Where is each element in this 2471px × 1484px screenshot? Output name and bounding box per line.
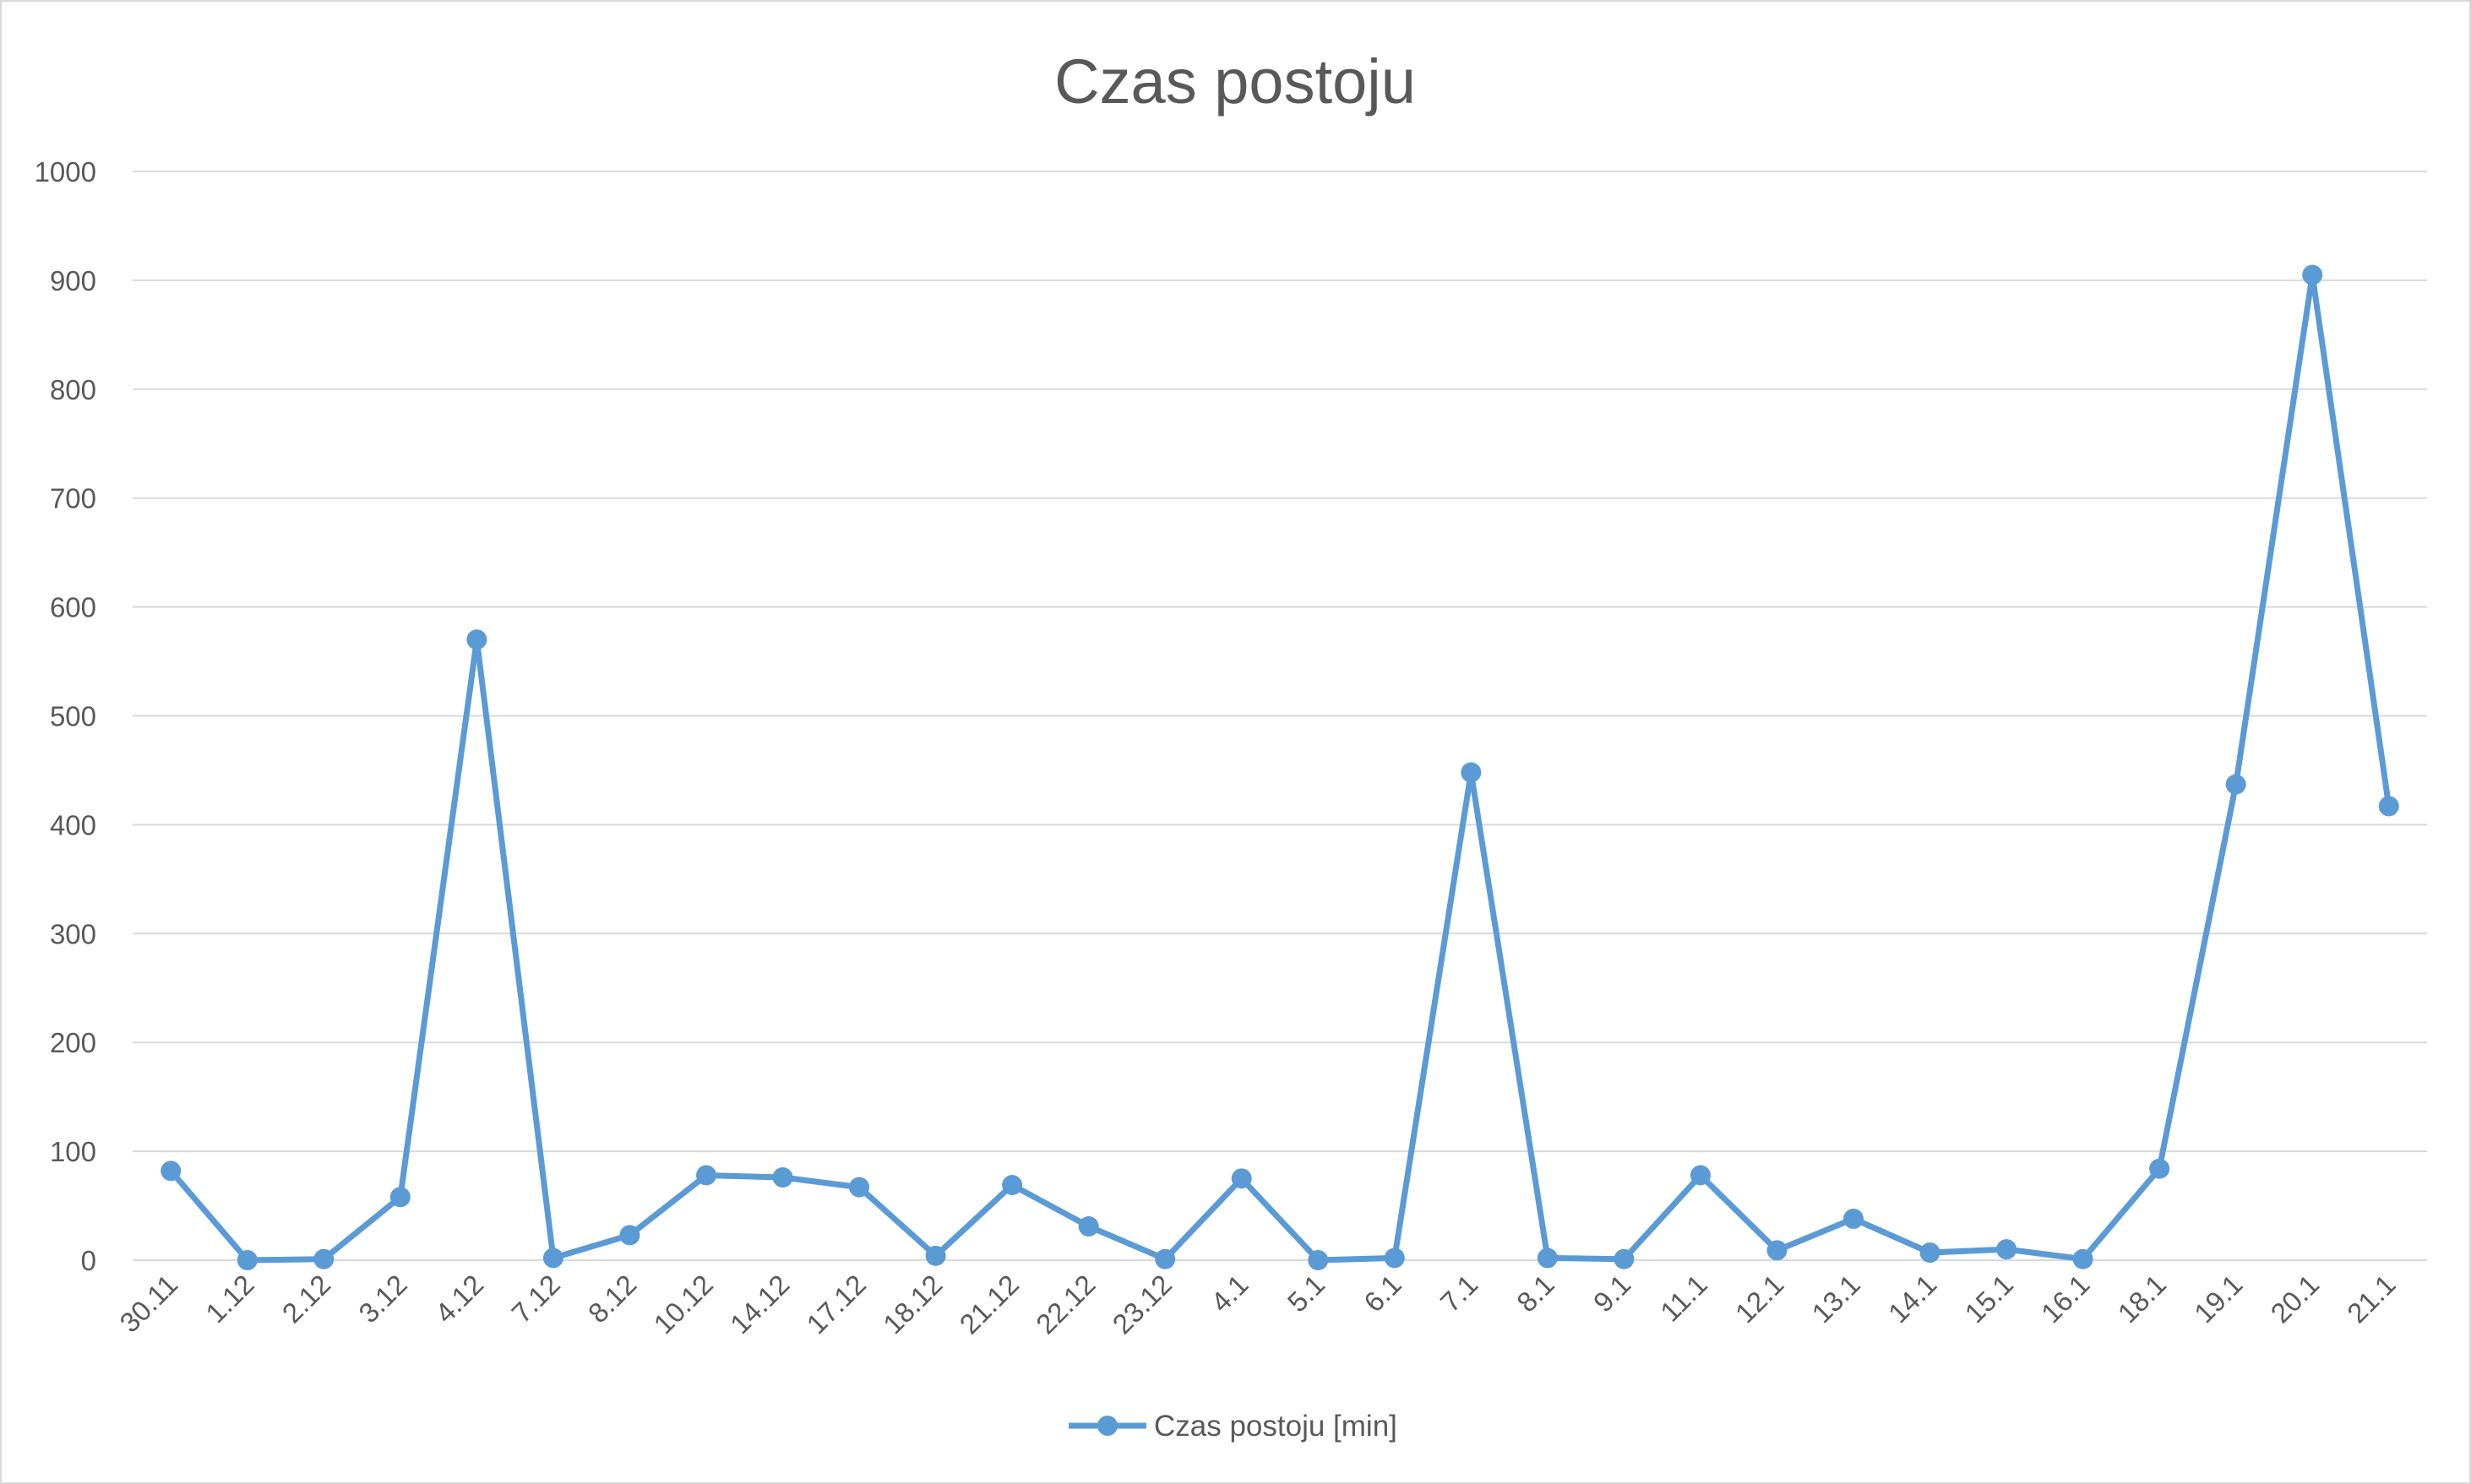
y-axis-ticks: 0 100 200 300 400 500 600 700 800 900 1000 <box>35 156 96 1276</box>
data-point <box>1461 762 1482 783</box>
data-point <box>2378 796 2399 817</box>
x-tick-label: 4.1 <box>1205 1269 1255 1318</box>
x-tick-label: 19.1 <box>2188 1269 2249 1329</box>
data-point <box>1766 1240 1788 1261</box>
x-tick-label: 30.11 <box>113 1269 183 1339</box>
x-tick-label: 15.1 <box>1958 1269 2019 1329</box>
data-point <box>2302 264 2323 285</box>
y-tick-label: 600 <box>50 592 96 623</box>
data-point <box>2072 1248 2093 1269</box>
x-tick-label: 1.12 <box>199 1269 260 1329</box>
x-tick-label: 14.1 <box>1882 1269 1943 1329</box>
x-tick-label: 16.1 <box>2035 1269 2096 1329</box>
data-point <box>1384 1248 1405 1269</box>
data-point <box>1843 1209 1864 1230</box>
y-tick-label: 300 <box>50 918 96 949</box>
legend-label: Czas postoju [min] <box>1154 1410 1397 1443</box>
data-point <box>1078 1216 1099 1237</box>
data-point <box>466 629 487 650</box>
y-tick-label: 100 <box>50 1136 96 1167</box>
data-point <box>1996 1239 2017 1260</box>
data-point <box>237 1250 258 1270</box>
data-point <box>1690 1165 1711 1186</box>
x-tick-label: 14.12 <box>724 1269 796 1340</box>
x-tick-label: 22.12 <box>1030 1269 1102 1340</box>
x-axis-ticks: 30.11 1.12 2.12 3.12 4.12 7.12 8.12 10.12 14.12 1… <box>113 1269 2401 1340</box>
x-tick-label: 10.12 <box>647 1269 719 1340</box>
x-tick-label: 21.1 <box>2341 1269 2402 1329</box>
legend: Czas postoju [min] <box>1069 1410 1397 1443</box>
data-point <box>1308 1250 1329 1270</box>
gridlines <box>133 171 2427 1261</box>
x-tick-label: 17.12 <box>800 1269 872 1340</box>
y-tick-label: 1000 <box>35 156 96 188</box>
data-point <box>619 1225 640 1246</box>
x-tick-label: 6.1 <box>1358 1269 1407 1318</box>
data-point <box>772 1167 793 1188</box>
x-tick-label: 8.1 <box>1510 1269 1560 1318</box>
data-point <box>542 1248 563 1269</box>
y-tick-label: 900 <box>50 265 96 296</box>
y-tick-label: 500 <box>50 701 96 732</box>
data-point <box>2225 774 2246 795</box>
data-point <box>696 1165 716 1186</box>
data-point <box>1919 1242 1940 1263</box>
chart-title: Czas postoju <box>1054 46 1416 117</box>
x-tick-label: 8.12 <box>582 1269 643 1329</box>
data-point <box>1537 1248 1558 1269</box>
y-tick-label: 700 <box>50 483 96 514</box>
data-point <box>849 1177 870 1198</box>
x-tick-label: 12.1 <box>1729 1269 1790 1329</box>
data-point <box>389 1187 411 1208</box>
data-point <box>1002 1175 1023 1196</box>
series-layer <box>161 264 2399 1270</box>
data-point <box>2149 1158 2170 1179</box>
data-point <box>925 1245 946 1266</box>
x-tick-label: 4.12 <box>429 1269 490 1329</box>
x-tick-label: 20.1 <box>2265 1269 2326 1329</box>
x-tick-label: 23.12 <box>1107 1269 1178 1340</box>
data-point <box>161 1161 182 1182</box>
data-point <box>1614 1248 1635 1269</box>
series-line <box>167 272 2392 1264</box>
x-tick-label: 18.12 <box>877 1269 949 1340</box>
x-tick-label: 13.1 <box>1805 1269 1866 1329</box>
x-tick-label: 7.12 <box>505 1269 566 1329</box>
x-tick-label: 18.1 <box>2111 1269 2172 1329</box>
x-tick-label: 9.1 <box>1587 1269 1637 1318</box>
y-tick-label: 0 <box>81 1245 96 1276</box>
data-point <box>1231 1168 1252 1189</box>
x-tick-label: 2.12 <box>276 1269 337 1329</box>
legend-point-marker <box>1097 1416 1118 1436</box>
data-point <box>313 1248 335 1269</box>
y-tick-label: 400 <box>50 809 96 840</box>
y-tick-label: 800 <box>50 374 96 405</box>
x-tick-label: 3.12 <box>352 1269 413 1329</box>
y-tick-label: 200 <box>50 1027 96 1058</box>
data-point <box>1155 1248 1176 1269</box>
x-tick-label: 7.1 <box>1434 1269 1484 1318</box>
x-tick-label: 5.1 <box>1282 1269 1331 1318</box>
x-tick-label: 21.12 <box>954 1269 1026 1340</box>
x-tick-label: 11.1 <box>1654 1269 1713 1328</box>
